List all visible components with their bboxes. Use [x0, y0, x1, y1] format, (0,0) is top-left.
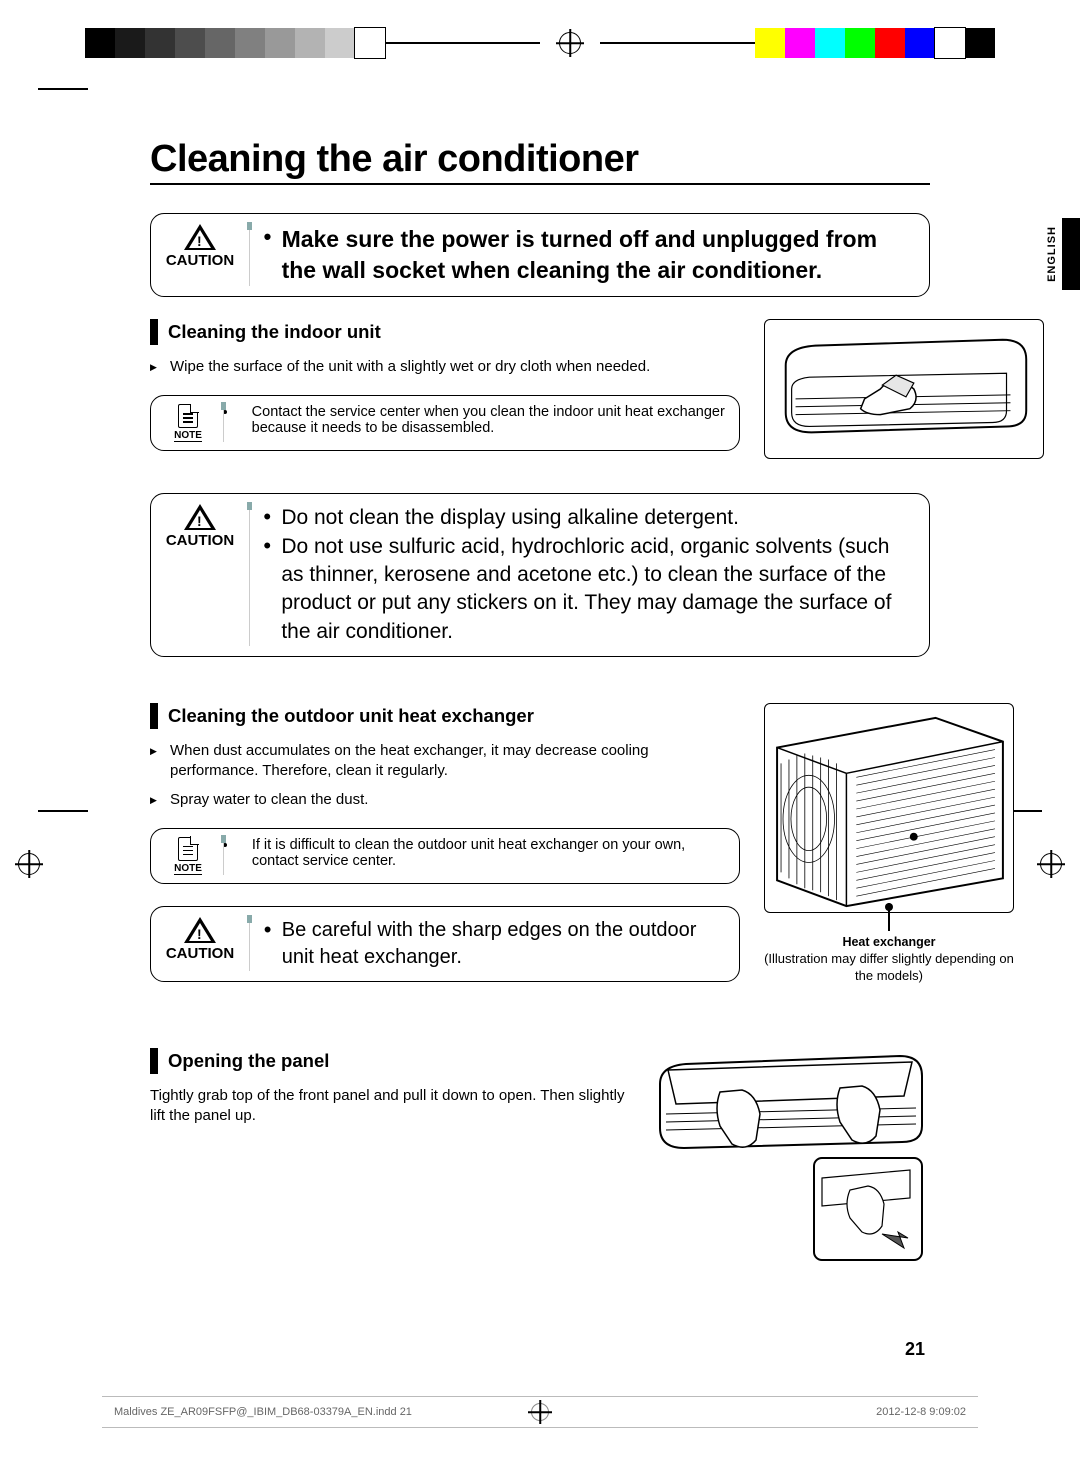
note-box: NOTE Contact the service center when you… — [150, 395, 740, 451]
registration-mark-icon — [1040, 853, 1062, 875]
open-panel-illustration — [650, 1048, 930, 1268]
page-title: Cleaning the air conditioner — [150, 138, 930, 185]
language-tab: ENGLISH — [1046, 218, 1080, 290]
language-tab-marker — [1062, 218, 1080, 290]
instruction-item: Spray water to clean the dust. — [150, 790, 740, 810]
manual-page: ENGLISH Cleaning the air conditioner ! C… — [0, 0, 1080, 1476]
note-page-icon — [178, 837, 198, 861]
warning-triangle-icon: ! — [184, 917, 216, 943]
color-swatch — [755, 28, 995, 58]
outdoor-unit-illustration — [764, 703, 1014, 913]
caution-label: CAUTION — [166, 945, 234, 962]
warning-triangle-icon: ! — [184, 224, 216, 250]
registration-mark-icon — [559, 32, 581, 54]
crop-tick — [38, 810, 88, 812]
slug-filename: Maldives ZE_AR09FSFP@_IBIM_DB68-03379A_E… — [114, 1406, 520, 1418]
print-registration-strip — [85, 28, 995, 58]
caution-box: ! CAUTION Be careful with the sharp edge… — [150, 906, 740, 982]
page-content: Cleaning the air conditioner ! CAUTION M… — [150, 138, 930, 1326]
note-text: If it is difficult to clean the outdoor … — [238, 837, 725, 869]
registration-mark-icon — [18, 853, 40, 875]
note-page-icon — [178, 404, 198, 428]
indoor-unit-illustration — [764, 319, 1044, 459]
language-label: ENGLISH — [1046, 226, 1058, 282]
note-label: NOTE — [174, 430, 202, 442]
instruction-item: When dust accumulates on the heat exchan… — [150, 741, 740, 782]
note-box: NOTE If it is difficult to clean the out… — [150, 828, 740, 884]
caution-label: CAUTION — [166, 532, 234, 549]
note-text: Contact the service center when you clea… — [238, 404, 725, 436]
instruction-text: Tightly grab top of the front panel and … — [150, 1086, 626, 1127]
section-heading: Opening the panel — [150, 1048, 626, 1074]
grayscale-swatch — [85, 28, 385, 58]
caution-text: Do not use sulfuric acid, hydrochloric a… — [263, 533, 911, 646]
callout-pointer — [888, 903, 890, 931]
caution-text: Do not clean the display using alkaline … — [263, 504, 911, 532]
slug-timestamp: 2012-12-8 9:09:02 — [560, 1406, 966, 1418]
caution-text: Be careful with the sharp edges on the o… — [264, 917, 721, 971]
crop-tick — [38, 88, 88, 90]
caution-box: ! CAUTION Make sure the power is turned … — [150, 213, 930, 297]
warning-triangle-icon: ! — [184, 504, 216, 530]
caution-text: Make sure the power is turned off and un… — [264, 224, 911, 286]
page-number: 21 — [905, 1339, 925, 1360]
registration-mark-icon — [531, 1403, 549, 1421]
print-slug: Maldives ZE_AR09FSFP@_IBIM_DB68-03379A_E… — [102, 1396, 978, 1428]
note-label: NOTE — [174, 863, 202, 875]
caution-box: ! CAUTION Do not clean the display using… — [150, 493, 930, 657]
instruction-item: Wipe the surface of the unit with a slig… — [150, 357, 740, 377]
section-heading: Cleaning the indoor unit — [150, 319, 740, 345]
heat-exchanger-note: (Illustration may differ slightly depend… — [764, 951, 1014, 985]
section-heading: Cleaning the outdoor unit heat exchanger — [150, 703, 740, 729]
caution-label: CAUTION — [166, 252, 234, 269]
heat-exchanger-label: Heat exchanger — [842, 935, 935, 949]
